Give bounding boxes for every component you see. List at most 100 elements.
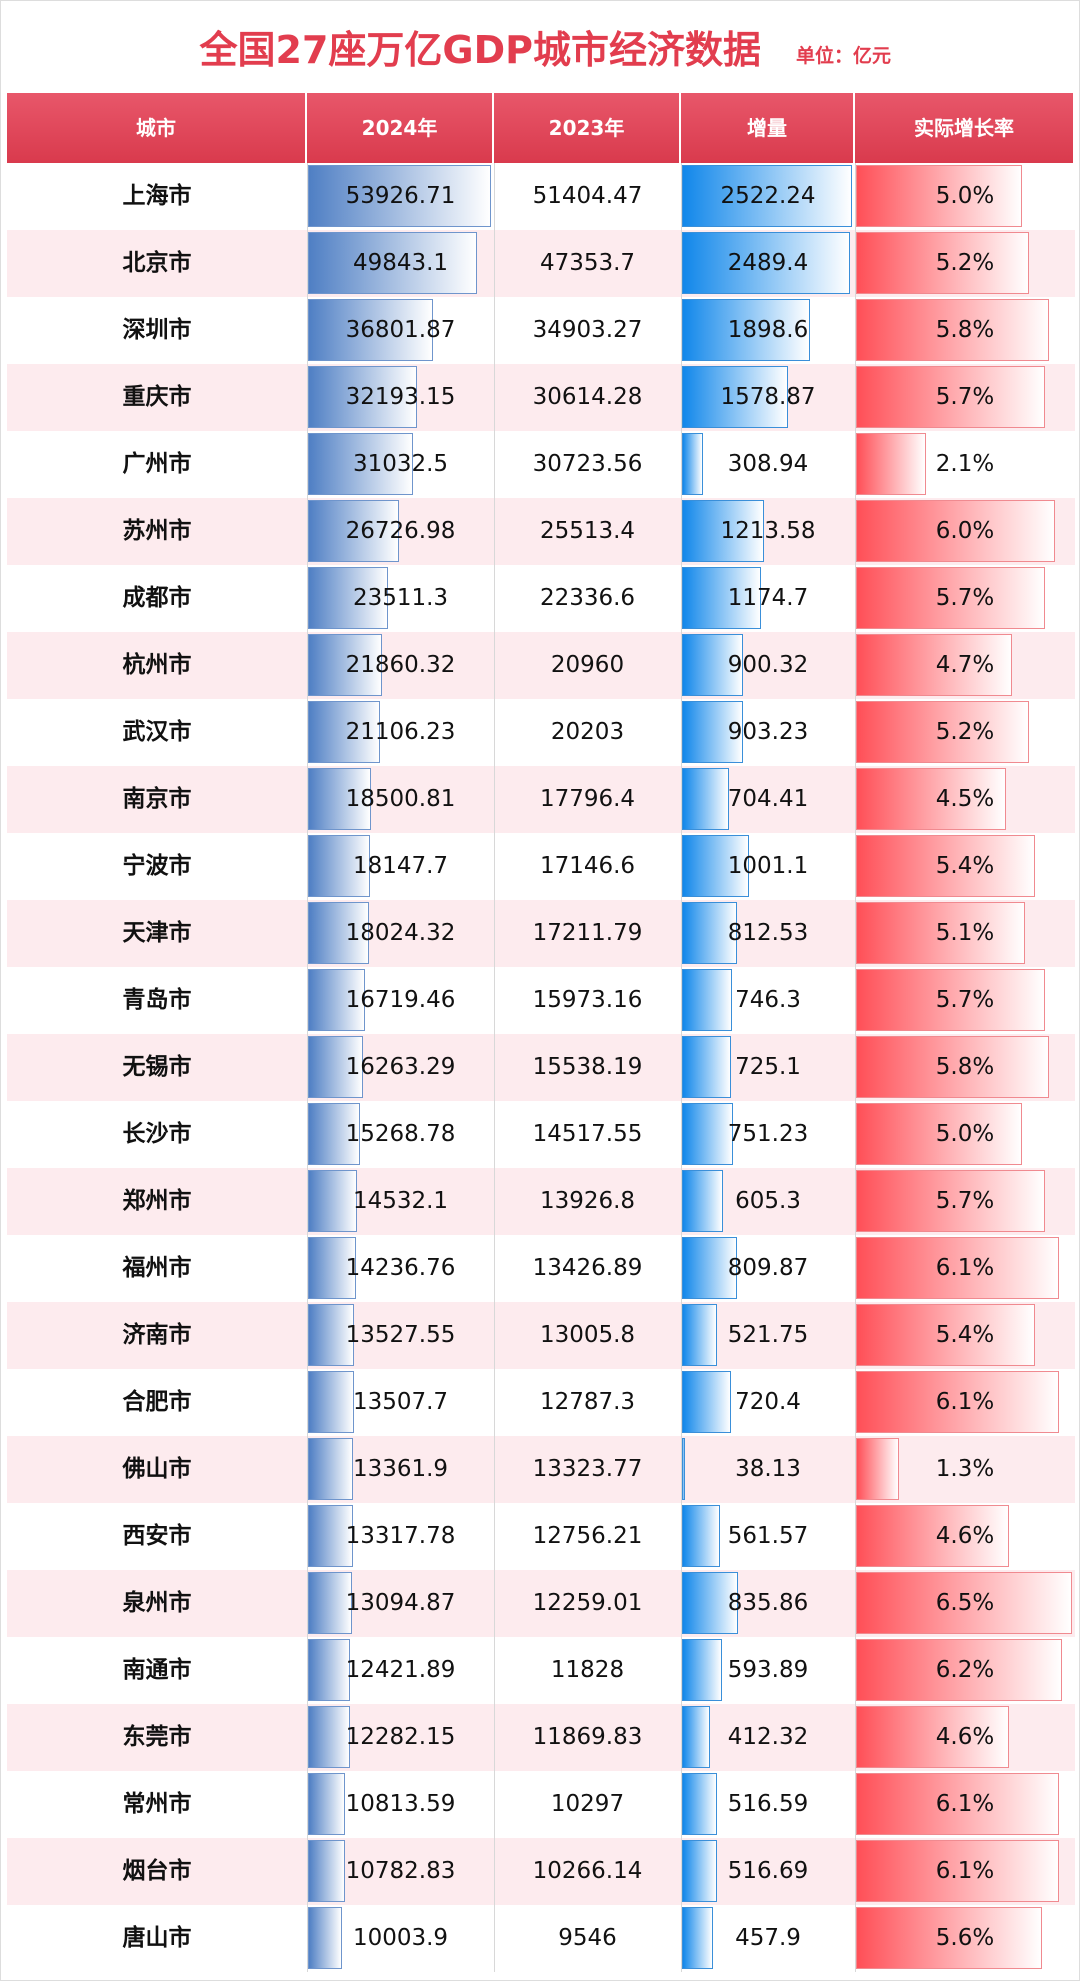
data-bar [308,1639,351,1701]
cell-value: 13926.8 [539,1188,636,1214]
cell-value: 6.1% [935,1255,995,1281]
city-name: 广州市 [122,451,192,477]
table-row: 杭州市 21860.32 20960 900.32 4.7% [7,632,1075,699]
cell-value: 21860.32 [345,652,456,678]
data-bar [308,299,433,361]
data-bar [308,1438,354,1500]
data-bar [856,500,1056,562]
cell-value: 36801.87 [345,317,456,343]
data-bar [856,969,1046,1031]
cell-value: 14236.76 [345,1255,456,1281]
city-name: 上海市 [122,183,192,209]
cell-value: 12787.3 [539,1389,636,1415]
city-name: 宁波市 [122,853,192,879]
cell-value: 10266.14 [532,1858,643,1884]
table-row: 广州市 31032.5 30723.56 308.94 2.1% [7,431,1075,498]
cell-value: 12259.01 [532,1590,643,1616]
data-bar [682,1371,731,1433]
data-bar [308,1572,353,1634]
data-bar [682,1438,685,1500]
table-row: 成都市 23511.3 22336.6 1174.7 5.7% [7,565,1075,632]
cell-value: 1.3% [935,1456,995,1482]
cell-value: 5.2% [935,250,995,276]
cell-value: 10297 [550,1791,625,1817]
cell-value: 15538.19 [532,1054,643,1080]
cell-value: 835.86 [727,1590,809,1616]
data-bar [856,299,1049,361]
cell-value: 1898.6 [727,317,809,343]
data-bar [856,1907,1043,1969]
city-name: 天津市 [122,920,192,946]
cell-value: 18500.81 [345,786,456,812]
city-name: 郑州市 [122,1188,192,1214]
cell-value: 47353.7 [539,250,636,276]
cell-value: 13317.78 [345,1523,456,1549]
table-row: 唐山市 10003.9 9546 457.9 5.6% [7,1905,1075,1972]
data-bar [856,701,1029,763]
cell-value: 457.9 [735,1925,801,1951]
cell-value: 32193.15 [345,384,456,410]
city-name: 武汉市 [122,719,192,745]
cell-value: 5.6% [935,1925,995,1951]
table-row: 宁波市 18147.7 17146.6 1001.1 5.4% [7,833,1075,900]
data-bar [308,1237,357,1299]
cell-value: 4.6% [935,1724,995,1750]
cell-value: 53926.71 [345,183,456,209]
data-bar [856,768,1006,830]
cell-value: 5.7% [935,384,995,410]
city-name: 北京市 [122,250,192,276]
cell-value: 900.32 [727,652,809,678]
cell-value: 809.87 [727,1255,809,1281]
city-name: 深圳市 [122,317,192,343]
table-row: 泉州市 13094.87 12259.01 835.86 6.5% [7,1570,1075,1637]
data-bar [856,902,1026,964]
data-bar [308,1706,350,1768]
cell-value: 6.1% [935,1791,995,1817]
cell-value: 13527.55 [345,1322,456,1348]
data-bar [682,366,789,428]
cell-value: 13426.89 [532,1255,643,1281]
data-bar [308,567,388,629]
data-bar [856,232,1029,294]
data-bar [856,1036,1049,1098]
data-bar [682,299,810,361]
cell-value: 751.23 [727,1121,809,1147]
cell-value: 516.59 [727,1791,809,1817]
unit: 单位：亿元 [796,45,892,67]
table-row: 北京市 49843.1 47353.7 2489.4 5.2% [7,230,1075,297]
data-bar [682,500,764,562]
cell-value: 13005.8 [539,1322,636,1348]
column-divider [681,163,682,1972]
cell-value: 15973.16 [532,987,643,1013]
cell-value: 561.57 [727,1523,809,1549]
cell-value: 2489.4 [727,250,809,276]
cell-value: 4.7% [935,652,995,678]
cell-value: 5.4% [935,853,995,879]
data-bar [856,835,1036,897]
data-bar [856,1773,1059,1835]
cell-value: 10003.9 [352,1925,449,1951]
cell-value: 20960 [550,652,625,678]
data-bar [856,366,1046,428]
data-bar [856,1237,1059,1299]
data-bar [308,500,399,562]
city-name: 东莞市 [122,1724,192,1750]
cell-value: 14532.1 [352,1188,449,1214]
data-bar [856,634,1013,696]
data-bar [682,1505,720,1567]
city-name: 烟台市 [122,1858,192,1884]
city-name: 唐山市 [122,1925,192,1951]
data-bar [856,567,1046,629]
data-bar [308,1840,345,1902]
data-bar [308,768,371,830]
data-bar [308,634,383,696]
column-divider [307,163,308,1972]
table-row: 福州市 14236.76 13426.89 809.87 6.1% [7,1235,1075,1302]
data-bar [308,1170,358,1232]
cell-value: 593.89 [727,1657,809,1683]
column-header: 增量 [681,93,855,163]
table-row: 东莞市 12282.15 11869.83 412.32 4.6% [7,1704,1075,1771]
city-name: 杭州市 [122,652,192,678]
table-row: 烟台市 10782.83 10266.14 516.69 6.1% [7,1838,1075,1905]
